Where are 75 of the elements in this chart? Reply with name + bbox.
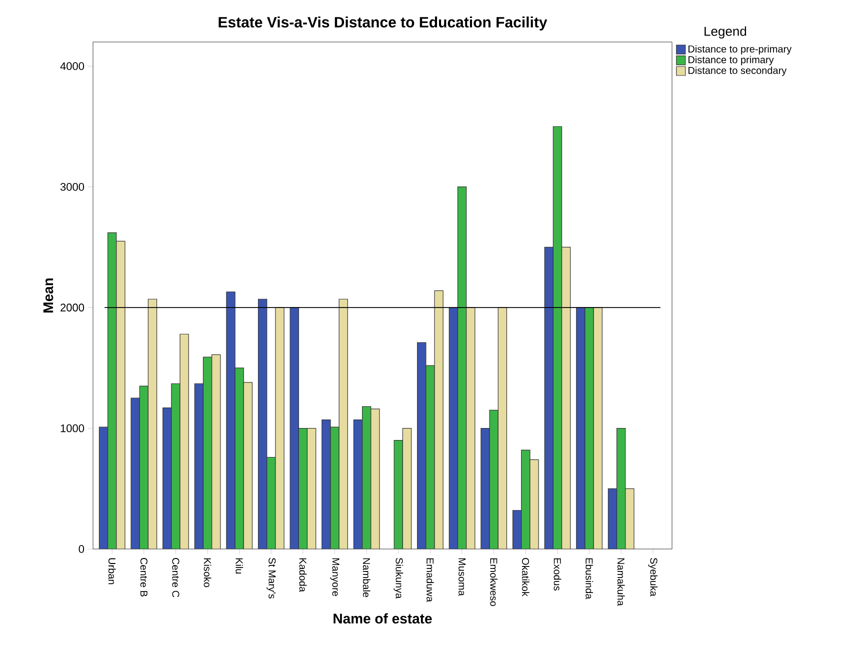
- bar: [290, 307, 299, 549]
- x-tick-label: Exodus: [554, 558, 562, 591]
- y-tick-label: 3000: [60, 182, 84, 191]
- bar: [212, 354, 221, 549]
- bar: [194, 383, 204, 549]
- bar: [593, 307, 602, 549]
- x-tick-label: Namakuha: [617, 558, 625, 606]
- x-tick-label: Syebuka: [648, 558, 658, 596]
- y-axis-title: Mean: [43, 278, 54, 312]
- chart-title: Estate Vis-a-Vis Distance to Education Facility: [218, 16, 548, 30]
- x-tick-label: Ebusinda: [586, 558, 593, 600]
- legend-label: Distance to secondary: [688, 66, 787, 76]
- legend-label: Distance to pre-primary: [688, 45, 792, 55]
- bar: [171, 383, 180, 549]
- bar: [234, 368, 244, 549]
- bar: [362, 406, 372, 549]
- bar: [306, 428, 316, 549]
- bar: [457, 186, 467, 549]
- x-tick-label: Emaduwa: [426, 558, 434, 602]
- bar: [243, 382, 253, 549]
- bar: [616, 428, 626, 549]
- x-tick-label: Nambale: [362, 558, 370, 598]
- bar: [162, 407, 172, 549]
- bar: [466, 307, 476, 549]
- legend-label: Distance to primary: [688, 56, 774, 66]
- x-tick-label: Centre B: [140, 558, 148, 596]
- x-tick-label: Kilu: [236, 558, 244, 574]
- x-tick-label: Kisoko: [204, 558, 212, 588]
- bar: [576, 307, 586, 549]
- x-axis-title: Name of estate: [334, 613, 432, 624]
- bar: [394, 440, 404, 549]
- bar: [498, 307, 508, 549]
- x-tick-label: Emokweso: [490, 558, 498, 606]
- bar: [434, 290, 444, 549]
- bar: [130, 398, 140, 549]
- bar: [561, 246, 571, 549]
- bar: [266, 457, 276, 549]
- x-tick-label: Urban: [108, 558, 116, 584]
- bar: [625, 488, 634, 549]
- y-tick-label: 2000: [60, 304, 84, 312]
- bar: [148, 298, 158, 549]
- bar: [608, 488, 618, 549]
- bar: [489, 410, 498, 549]
- bar: [116, 240, 126, 549]
- x-tick-label: Musoma: [458, 558, 466, 596]
- bar: [107, 232, 117, 549]
- bar: [180, 334, 189, 549]
- x-tick-label: St Mary's: [266, 558, 276, 599]
- bar: [202, 356, 212, 549]
- bar: [521, 450, 530, 549]
- bar: [552, 126, 562, 549]
- bar: [330, 426, 340, 549]
- bar: [338, 298, 348, 549]
- bar: [512, 510, 522, 549]
- y-tick-label: 0: [78, 545, 84, 553]
- x-tick-label: Siukunya: [394, 558, 404, 599]
- y-tick-label: 1000: [60, 424, 84, 432]
- y-tick-label: 4000: [60, 62, 84, 70]
- bar: [353, 420, 363, 549]
- bar: [370, 408, 380, 549]
- bar: [139, 386, 148, 549]
- bar: [98, 426, 108, 549]
- bar: [544, 246, 554, 549]
- bar: [322, 420, 331, 549]
- x-tick-label: Centre C: [172, 558, 180, 598]
- x-tick-label: Manyore: [330, 558, 340, 596]
- bar: [402, 428, 412, 549]
- bar: [298, 428, 308, 549]
- legend-title: Legend: [704, 26, 746, 38]
- bar: [584, 307, 594, 549]
- x-tick-label: Kadoda: [299, 558, 307, 592]
- bar: [448, 307, 458, 549]
- bar: [417, 342, 426, 549]
- x-tick-label: Okatikok: [522, 558, 530, 596]
- bar: [258, 299, 267, 549]
